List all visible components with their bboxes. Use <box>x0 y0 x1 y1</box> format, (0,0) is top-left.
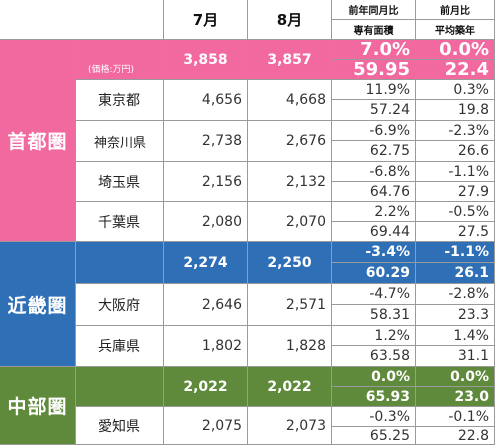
pref-kanagawa-july: 2,738 <box>164 121 248 162</box>
pref-osaka-area: 58.31 <box>332 305 416 326</box>
pref-chiba-area: 69.44 <box>332 222 416 242</box>
pref-saitama-mom: -1.1% <box>416 162 495 182</box>
kinki-summary-yoy: -3.4% <box>332 242 416 263</box>
header-mom: 前月比 <box>416 0 495 20</box>
pref-chiba-yoy: 2.2% <box>332 202 416 222</box>
pref-aichi-name: 愛知県 <box>76 407 164 445</box>
chubu-summary-august: 2,022 <box>248 367 332 407</box>
header-yoy: 前年同月比 <box>332 0 416 20</box>
pref-saitama-august: 2,132 <box>248 162 332 202</box>
kinki-summary-area: 60.29 <box>332 263 416 284</box>
pref-kanagawa-august: 2,676 <box>248 121 332 162</box>
shutoken-summary-july: 3,858 <box>164 40 248 80</box>
shutoken-summary-august: 3,857 <box>248 40 332 80</box>
pref-aichi-july: 2,075 <box>164 407 248 445</box>
chubu-summary-mom: 0.0% <box>416 367 495 387</box>
pref-saitama-name: 埼玉県 <box>76 162 164 202</box>
kinki-summary-mom: -1.1% <box>416 242 495 263</box>
pref-saitama-area: 64.76 <box>332 182 416 202</box>
pref-tokyo-age: 19.8 <box>416 100 495 121</box>
header-july: 7月 <box>164 0 248 40</box>
kinki-summary-july: 2,274 <box>164 242 248 284</box>
pref-tokyo-yoy: 11.9% <box>332 80 416 100</box>
shutoken-summary-mom: 0.0% <box>416 40 495 60</box>
chubu-summary-july: 2,022 <box>164 367 248 407</box>
pref-aichi-age: 22.8 <box>416 427 495 445</box>
kinki-summary-age: 26.1 <box>416 263 495 284</box>
pref-chiba-august: 2,070 <box>248 202 332 242</box>
pref-osaka-name: 大阪府 <box>76 284 164 326</box>
pref-kanagawa-area: 62.75 <box>332 141 416 162</box>
pref-osaka-august: 2,571 <box>248 284 332 326</box>
pref-chiba-name: 千葉県 <box>76 202 164 242</box>
pref-tokyo-july: 4,656 <box>164 80 248 121</box>
shutoken-summary-area: 59.95 <box>332 60 416 80</box>
chubu-summary-blank <box>76 367 164 407</box>
pref-kanagawa-mom: -2.3% <box>416 121 495 141</box>
shutoken-summary-age: 22.4 <box>416 60 495 80</box>
pref-aichi-area: 65.25 <box>332 427 416 445</box>
pref-saitama-yoy: -6.8% <box>332 162 416 182</box>
pref-tokyo-august: 4,668 <box>248 80 332 121</box>
pref-osaka-july: 2,646 <box>164 284 248 326</box>
region-chubu-label: 中部圏 <box>0 367 76 445</box>
pref-tokyo-mom: 0.3% <box>416 80 495 100</box>
pref-hyogo-area: 63.58 <box>332 346 416 367</box>
pref-tokyo-area: 57.24 <box>332 100 416 121</box>
pref-kanagawa-yoy: -6.9% <box>332 121 416 141</box>
unit-note: (価格:万円) <box>76 40 164 80</box>
header-blank <box>0 0 164 40</box>
pref-hyogo-yoy: 1.2% <box>332 326 416 346</box>
header-august: 8月 <box>248 0 332 40</box>
kinki-summary-blank <box>76 242 164 284</box>
region-kinki-label: 近畿圏 <box>0 242 76 367</box>
pref-hyogo-august: 1,828 <box>248 326 332 367</box>
pref-saitama-age: 27.9 <box>416 182 495 202</box>
pref-chiba-july: 2,080 <box>164 202 248 242</box>
pref-kanagawa-name: 神奈川県 <box>76 121 164 162</box>
pref-hyogo-july: 1,802 <box>164 326 248 367</box>
header-area: 専有面積 <box>332 20 416 40</box>
pref-hyogo-mom: 1.4% <box>416 326 495 346</box>
pref-aichi-mom: -0.1% <box>416 407 495 427</box>
shutoken-summary-yoy: 7.0% <box>332 40 416 60</box>
pref-aichi-yoy: -0.3% <box>332 407 416 427</box>
chubu-summary-area: 65.93 <box>332 387 416 407</box>
kinki-summary-august: 2,250 <box>248 242 332 284</box>
pref-hyogo-age: 31.1 <box>416 346 495 367</box>
header-age: 平均築年 <box>416 20 495 40</box>
pref-kanagawa-age: 26.6 <box>416 141 495 162</box>
pref-osaka-age: 23.3 <box>416 305 495 326</box>
pref-tokyo-name: 東京都 <box>76 80 164 121</box>
chubu-summary-yoy: 0.0% <box>332 367 416 387</box>
pref-saitama-july: 2,156 <box>164 162 248 202</box>
pref-hyogo-name: 兵庫県 <box>76 326 164 367</box>
pref-chiba-mom: -0.5% <box>416 202 495 222</box>
chubu-summary-age: 23.0 <box>416 387 495 407</box>
pref-chiba-age: 27.5 <box>416 222 495 242</box>
pref-aichi-august: 2,073 <box>248 407 332 445</box>
region-shutoken-label: 首都圏 <box>0 40 76 242</box>
pref-osaka-mom: -2.8% <box>416 284 495 305</box>
pref-osaka-yoy: -4.7% <box>332 284 416 305</box>
